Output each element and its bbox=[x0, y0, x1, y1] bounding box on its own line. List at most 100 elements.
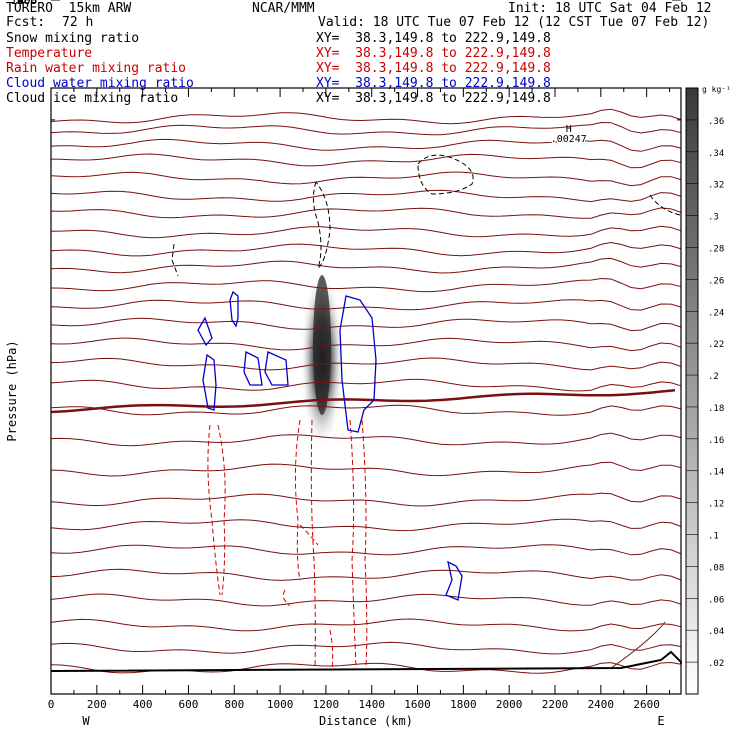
isotherm-label: -10 bbox=[339, 0, 359, 3]
isotherm bbox=[50, 241, 682, 257]
rain-contour bbox=[349, 419, 357, 669]
x-tick-label: 800 bbox=[224, 698, 244, 711]
isotherm bbox=[50, 138, 682, 152]
x-tick-label: 2200 bbox=[542, 698, 569, 711]
isotherm bbox=[50, 299, 682, 311]
x-tick-label: 2600 bbox=[633, 698, 660, 711]
rain-contour bbox=[217, 424, 226, 596]
east-label: E bbox=[657, 714, 664, 728]
isotherm bbox=[50, 593, 682, 607]
isotherm bbox=[50, 171, 682, 187]
colorbar-unit: g kg⁻¹ bbox=[702, 85, 731, 94]
rain-contour bbox=[294, 419, 301, 581]
isotherm-label: -40--40 bbox=[156, 0, 202, 3]
extremum-value: .001 bbox=[357, 0, 381, 3]
colorbar-tick-label: .12 bbox=[708, 500, 724, 510]
isotherm bbox=[50, 492, 682, 507]
isotherm bbox=[50, 337, 682, 352]
colorbar-tick-label: .28 bbox=[708, 244, 724, 254]
colorbar-tick-label: .3 bbox=[708, 213, 719, 223]
colorbar-tick-label: .22 bbox=[708, 340, 724, 350]
field-xy-cloud-ice: XY= 38.3,149.8 to 222.9,149.8 bbox=[316, 91, 551, 106]
isotherm bbox=[50, 207, 682, 219]
rain-contour bbox=[310, 419, 316, 669]
isotherm-label: 10 bbox=[487, 0, 500, 3]
colorbar-tick-label: .08 bbox=[708, 563, 724, 573]
field-name-temperature: Temperature bbox=[6, 46, 93, 61]
colorbar bbox=[685, 87, 699, 695]
snow-shading bbox=[300, 270, 344, 450]
cloud-water-contour bbox=[264, 351, 289, 386]
colorbar-tick-label: .1 bbox=[708, 532, 719, 542]
x-tick-label: 1600 bbox=[404, 698, 431, 711]
west-label: W bbox=[82, 714, 90, 728]
cloud-ice-contour bbox=[649, 194, 681, 216]
rain-contour bbox=[207, 424, 221, 596]
cloud-water-contour bbox=[445, 560, 463, 601]
colorbar-tick-label: .14 bbox=[708, 468, 724, 478]
snow-core bbox=[313, 275, 331, 415]
x-tick-label: 1800 bbox=[450, 698, 477, 711]
y-axis-title: Pressure (hPa) bbox=[5, 340, 19, 441]
fcst-label: Fcst: bbox=[6, 15, 46, 30]
extremum-symbol: H bbox=[566, 124, 572, 135]
zero-isotherm bbox=[50, 389, 676, 414]
isotherm-label: 20 bbox=[184, 0, 197, 3]
x-tick-label: 1000 bbox=[267, 698, 294, 711]
isotherm bbox=[50, 257, 682, 274]
isotherm bbox=[50, 153, 682, 169]
cloud-water-contour bbox=[197, 316, 213, 347]
isotherm-label: -20 bbox=[169, 0, 189, 3]
field-name-cloud-water: Cloud water mixing ratio bbox=[6, 76, 194, 91]
rain-contour bbox=[361, 419, 368, 669]
extremum-value: .00247 bbox=[551, 134, 587, 145]
isotherm bbox=[50, 108, 682, 125]
isotherm-label: 10 bbox=[342, 0, 355, 3]
field-name-cloud-ice: Cloud ice mixing ratio bbox=[6, 91, 179, 106]
field-xy-temperature: XY= 38.3,149.8 to 222.9,149.8 bbox=[316, 46, 551, 61]
isotherm bbox=[50, 357, 682, 371]
plot-frame bbox=[50, 87, 682, 695]
center-label: NCAR/MMM bbox=[252, 1, 315, 16]
extremum-value: .001 bbox=[197, 0, 221, 3]
isotherm bbox=[50, 378, 682, 392]
isotherm bbox=[50, 544, 682, 556]
colorbar-tick-label: .24 bbox=[708, 308, 724, 318]
extremum-value: .001 bbox=[195, 0, 219, 3]
cloud-ice-contour bbox=[171, 243, 179, 277]
isotherm bbox=[50, 641, 682, 655]
x-tick-label: 2400 bbox=[588, 698, 615, 711]
isotherm bbox=[50, 277, 682, 293]
isotherm-label: 20 bbox=[354, 0, 367, 3]
field-name-snow: Snow mixing ratio bbox=[6, 31, 140, 46]
isotherm bbox=[50, 121, 682, 136]
isotherm bbox=[50, 189, 682, 203]
cloud-ice-contour bbox=[417, 154, 474, 195]
colorbar-tick-label: .36 bbox=[708, 117, 724, 127]
colorbar-tick-label: .32 bbox=[708, 181, 724, 191]
cloud-water-contour bbox=[243, 350, 263, 386]
colorbar-tick-label: .02 bbox=[708, 659, 724, 669]
isotherm bbox=[50, 618, 682, 632]
isotherm bbox=[50, 225, 682, 239]
terrain-line bbox=[50, 650, 682, 672]
x-tick-label: 400 bbox=[133, 698, 153, 711]
x-tick-label: 200 bbox=[87, 698, 107, 711]
cloud-water-contour bbox=[202, 353, 217, 411]
valid-label: Valid: 18 UTC Tue 07 Feb 12 (12 CST Tue … bbox=[318, 15, 710, 30]
isotherm-label: -20 bbox=[339, 0, 359, 3]
x-tick-label: 600 bbox=[179, 698, 199, 711]
colorbar-tick-label: .2 bbox=[708, 372, 719, 382]
x-axis-title: Distance (km) bbox=[319, 714, 413, 728]
isotherm bbox=[50, 518, 682, 532]
extremum-value: .03278 bbox=[317, 0, 353, 3]
terrain-isotherm bbox=[610, 621, 666, 669]
extremum-value: .001 bbox=[204, 0, 228, 3]
field-xy-snow: XY= 38.3,149.8 to 222.9,149.8 bbox=[316, 31, 551, 46]
rain-contour bbox=[299, 524, 319, 546]
field-xy-cloud-water: XY= 38.3,149.8 to 222.9,149.8 bbox=[316, 76, 551, 91]
cloud-ice-contour bbox=[312, 181, 331, 270]
extremum-value: .00769 bbox=[347, 0, 383, 3]
colorbar-tick-label: .18 bbox=[708, 404, 724, 414]
